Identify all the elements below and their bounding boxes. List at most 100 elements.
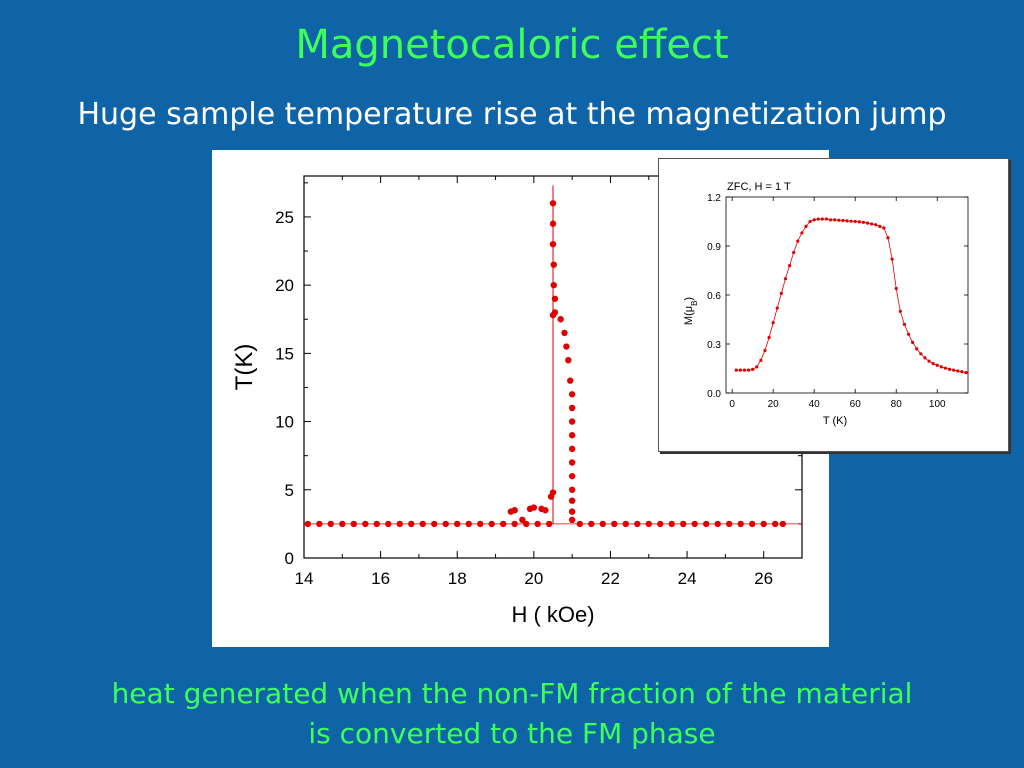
main-x-tick-label: 22 (601, 569, 620, 588)
main-data-point (545, 520, 553, 528)
inset-data-point (870, 222, 874, 226)
main-data-point (588, 520, 595, 528)
main-data-point (549, 241, 557, 248)
main-data-point (568, 432, 576, 439)
inset-data-point (808, 219, 812, 224)
caption-line-1: heat generated when the non-FM fraction … (111, 677, 913, 710)
main-data-point (550, 281, 557, 289)
inset-title: ZFC, H = 1 T (727, 181, 791, 193)
main-data-point (534, 520, 541, 528)
main-data-point (760, 520, 767, 528)
inset-data-point (964, 370, 968, 375)
main-data-point (350, 520, 357, 528)
inset-data-point (812, 218, 816, 222)
main-data-point (622, 520, 629, 528)
main-data-point (549, 311, 557, 319)
inset-data-point (796, 239, 800, 243)
main-data-point (316, 520, 323, 528)
main-data-point (549, 200, 557, 207)
main-data-point (668, 520, 675, 528)
main-x-tick-label: 18 (448, 569, 467, 588)
inset-x-tick-label: 80 (891, 399, 903, 410)
inset-y-tick-label: 0.6 (707, 291, 721, 302)
inset-data-point (861, 220, 866, 224)
inset-y-tick-label: 1.2 (707, 193, 721, 204)
main-x-tick-label: 16 (371, 569, 390, 588)
main-data-point (779, 520, 787, 528)
main-data-point (568, 445, 576, 453)
main-data-point (454, 520, 461, 528)
main-data-point (568, 418, 576, 425)
inset-data-point (845, 219, 849, 223)
caption-line-2: is converted to the FM phase (308, 717, 716, 750)
main-data-point (714, 520, 721, 528)
inset-data-point (919, 352, 923, 356)
main-ticks: 14 16 18 20 22 24 26 0 5 10 15 20 25 (275, 176, 802, 588)
inset-data-point (874, 223, 878, 227)
inset-chart: 0 20 40 60 80 100 0.0 0.3 0.6 0.9 1.2 ZFC, H = 1 T… (683, 181, 969, 427)
main-x-axis-label: H ( kOe) (511, 602, 594, 627)
main-data-point (396, 520, 403, 528)
inset-data-point (738, 368, 742, 372)
main-data-point (339, 520, 346, 528)
main-y-tick-label: 0 (285, 549, 294, 568)
inset-ticks: 0 20 40 60 80 100 0.0 0.3 0.6 0.9 1.2 (707, 193, 968, 410)
inset-y-tick-label: 0.3 (707, 340, 721, 351)
main-data-point (563, 343, 570, 350)
inset-data-point (890, 257, 894, 261)
main-data-point (657, 520, 664, 528)
main-y-tick-label: 10 (275, 413, 294, 432)
main-data-point (771, 520, 779, 528)
inset-data-point (755, 365, 759, 369)
inset-data-point (939, 365, 943, 369)
main-data-point (611, 520, 618, 528)
inset-data-point (882, 226, 886, 230)
inset-chart-panel: 0 20 40 60 80 100 0.0 0.3 0.6 0.9 1.2 ZFC, H = 1 T… (658, 158, 1009, 452)
main-data-point (522, 520, 530, 528)
inset-series-line (736, 218, 967, 373)
main-x-tick-label: 24 (678, 569, 697, 588)
slide-subtitle: Huge sample temperature rise at the magn… (77, 97, 947, 132)
main-data-point (568, 391, 576, 398)
inset-data-point (902, 322, 907, 326)
main-x-tick-label: 20 (524, 569, 543, 588)
inset-data-point (751, 367, 755, 371)
main-data-point (304, 520, 312, 528)
inset-data-point (820, 217, 824, 221)
inset-data-point (906, 332, 911, 336)
inset-data-point (947, 367, 952, 371)
inset-data-point (865, 221, 870, 225)
main-data-point (568, 459, 576, 466)
inset-data-point (779, 291, 783, 295)
inset-x-tick-label: 100 (929, 399, 946, 410)
inset-data-point (935, 363, 939, 367)
main-data-point (500, 520, 507, 528)
main-chart: 14 16 18 20 22 24 26 0 5 10 15 20 25 H ( kOe) T(K) (231, 175, 803, 627)
inset-data-point (960, 370, 964, 374)
main-data-point (726, 520, 733, 528)
inset-data-point (734, 368, 738, 372)
main-y-tick-label: 20 (275, 276, 294, 295)
inset-data-point (857, 220, 861, 224)
inset-data-point (952, 368, 956, 372)
main-x-tick-label: 14 (295, 569, 314, 588)
main-data-point (549, 220, 557, 227)
main-data-point (511, 507, 518, 514)
main-data-point (599, 520, 606, 528)
main-data-point (568, 516, 576, 523)
inset-y-tick-label: 0.0 (707, 389, 721, 400)
inset-data-point (800, 231, 804, 235)
inset-x-tick-label: 40 (809, 399, 821, 410)
main-data-point (550, 261, 557, 268)
inset-x-axis-label: T (K) (823, 415, 847, 427)
main-data-point (530, 504, 538, 511)
inset-data-point (742, 368, 747, 372)
inset-data-point (943, 366, 948, 370)
main-data-point (549, 489, 557, 496)
inset-x-tick-label: 20 (768, 399, 780, 410)
inset-x-tick-label: 60 (850, 399, 862, 410)
main-data-point (568, 497, 576, 504)
main-y-axis-label: T(K) (231, 344, 258, 391)
inset-data-point (956, 369, 960, 373)
inset-data-point (849, 219, 853, 223)
